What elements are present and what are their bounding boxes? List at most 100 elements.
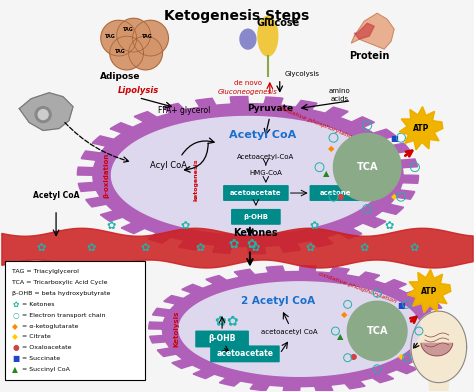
Polygon shape — [258, 16, 278, 56]
Text: ◆: ◆ — [391, 192, 397, 201]
Text: = Succinate: = Succinate — [22, 356, 60, 361]
Text: Adipose: Adipose — [100, 73, 141, 82]
Text: β-oxidation: β-oxidation — [104, 152, 110, 198]
Circle shape — [35, 107, 51, 123]
Text: ✿: ✿ — [141, 243, 150, 252]
Text: TCA = Tricarboxylic Acid Cycle: TCA = Tricarboxylic Acid Cycle — [12, 280, 108, 285]
Text: Acetyl CoA: Acetyl CoA — [229, 131, 296, 140]
Text: Acyl CoA: Acyl CoA — [150, 161, 187, 170]
Text: β-OHB: β-OHB — [209, 334, 236, 343]
Polygon shape — [347, 301, 407, 361]
Text: ✿: ✿ — [310, 221, 319, 231]
Text: ✿: ✿ — [360, 243, 369, 252]
Polygon shape — [399, 107, 443, 150]
Text: ▲: ▲ — [323, 169, 329, 178]
Polygon shape — [77, 96, 419, 254]
Text: TCA: TCA — [356, 162, 378, 172]
Text: TAG: TAG — [142, 34, 153, 39]
Text: ■: ■ — [398, 301, 405, 310]
Text: TCA: TCA — [366, 326, 388, 336]
Text: ▲: ▲ — [337, 332, 343, 341]
Text: ATP: ATP — [421, 287, 437, 296]
Text: β-OHB = beta hydroxybutyrate: β-OHB = beta hydroxybutyrate — [12, 291, 111, 296]
Polygon shape — [19, 93, 73, 131]
Text: Ketogenesis Steps: Ketogenesis Steps — [164, 9, 310, 24]
Text: acetoacetate: acetoacetate — [217, 349, 273, 358]
Text: = Oxaloacetate: = Oxaloacetate — [22, 345, 72, 350]
Polygon shape — [407, 270, 451, 312]
Text: TAG: TAG — [123, 27, 134, 32]
Text: Pyruvate: Pyruvate — [247, 104, 293, 113]
Polygon shape — [421, 343, 453, 356]
Text: β-OHB: β-OHB — [243, 214, 268, 220]
Text: ✿: ✿ — [181, 221, 190, 231]
Text: ketogenesis: ketogenesis — [194, 159, 199, 201]
Text: ●: ● — [349, 352, 356, 361]
Text: ✿: ✿ — [384, 221, 394, 231]
Polygon shape — [407, 270, 451, 312]
Text: ✿: ✿ — [214, 314, 226, 328]
Polygon shape — [411, 311, 466, 383]
Polygon shape — [149, 266, 451, 392]
Text: ◆: ◆ — [328, 144, 334, 153]
FancyBboxPatch shape — [310, 185, 361, 201]
Text: ○: ○ — [12, 310, 19, 319]
Polygon shape — [399, 107, 443, 150]
Text: Ketones: Ketones — [234, 228, 278, 238]
Polygon shape — [128, 36, 163, 70]
FancyBboxPatch shape — [223, 185, 289, 201]
Text: amino: amino — [328, 88, 350, 94]
Text: ✿: ✿ — [229, 238, 239, 251]
FancyBboxPatch shape — [231, 209, 281, 225]
Text: ✿: ✿ — [196, 243, 205, 252]
Text: Protein: Protein — [349, 51, 390, 61]
Text: ✿: ✿ — [36, 243, 46, 252]
Text: ■: ■ — [390, 134, 398, 143]
Text: HMG-CoA: HMG-CoA — [249, 170, 283, 176]
Text: ◆: ◆ — [398, 352, 405, 361]
Text: ✿: ✿ — [305, 243, 314, 252]
Text: Acetyl CoA: Acetyl CoA — [33, 191, 79, 200]
FancyBboxPatch shape — [5, 261, 145, 380]
Text: Gluconeogenesis: Gluconeogenesis — [218, 89, 278, 95]
FancyBboxPatch shape — [210, 345, 280, 362]
Circle shape — [38, 110, 48, 120]
Text: ATP: ATP — [413, 124, 429, 133]
Polygon shape — [429, 381, 449, 392]
Text: = Electron transport chain: = Electron transport chain — [22, 313, 106, 318]
Text: ✿: ✿ — [12, 300, 18, 309]
Text: TAG: TAG — [105, 34, 116, 39]
Text: Ketolysis: Ketolysis — [173, 311, 179, 347]
Polygon shape — [351, 13, 394, 49]
Text: TAG = Triacylglycerol: TAG = Triacylglycerol — [12, 269, 79, 274]
Text: ◆: ◆ — [12, 321, 18, 330]
Text: ✿: ✿ — [86, 243, 96, 252]
Text: 2 Acetyl CoA: 2 Acetyl CoA — [241, 296, 315, 306]
Text: ●: ● — [12, 343, 19, 352]
Text: ✿: ✿ — [246, 238, 257, 251]
Polygon shape — [133, 20, 168, 56]
Text: = Citrate: = Citrate — [22, 334, 51, 339]
Polygon shape — [101, 20, 137, 56]
Text: acids: acids — [330, 96, 348, 102]
Polygon shape — [110, 36, 144, 70]
Text: oxidative phosphorylation: oxidative phosphorylation — [318, 271, 397, 304]
Text: ✿: ✿ — [250, 243, 260, 252]
Polygon shape — [111, 116, 384, 234]
Text: Glucose: Glucose — [256, 18, 300, 28]
Text: = α-ketoglutarate: = α-ketoglutarate — [22, 323, 79, 328]
Text: = Ketones: = Ketones — [22, 302, 55, 307]
Polygon shape — [117, 18, 151, 52]
Text: oxidative phosphorylation: oxidative phosphorylation — [278, 106, 356, 141]
Text: ●: ● — [337, 192, 344, 201]
Text: ✿: ✿ — [106, 221, 116, 231]
FancyBboxPatch shape — [195, 330, 249, 347]
Text: FFA+ glycerol: FFA+ glycerol — [158, 106, 210, 115]
Text: acetoacetate: acetoacetate — [230, 190, 282, 196]
Text: ✿: ✿ — [409, 243, 419, 252]
Text: ✿: ✿ — [226, 314, 238, 328]
Polygon shape — [240, 29, 256, 49]
Text: TAG: TAG — [115, 49, 126, 54]
Polygon shape — [179, 282, 420, 376]
Text: Acetoacetyl-CoA: Acetoacetyl-CoA — [237, 154, 294, 160]
